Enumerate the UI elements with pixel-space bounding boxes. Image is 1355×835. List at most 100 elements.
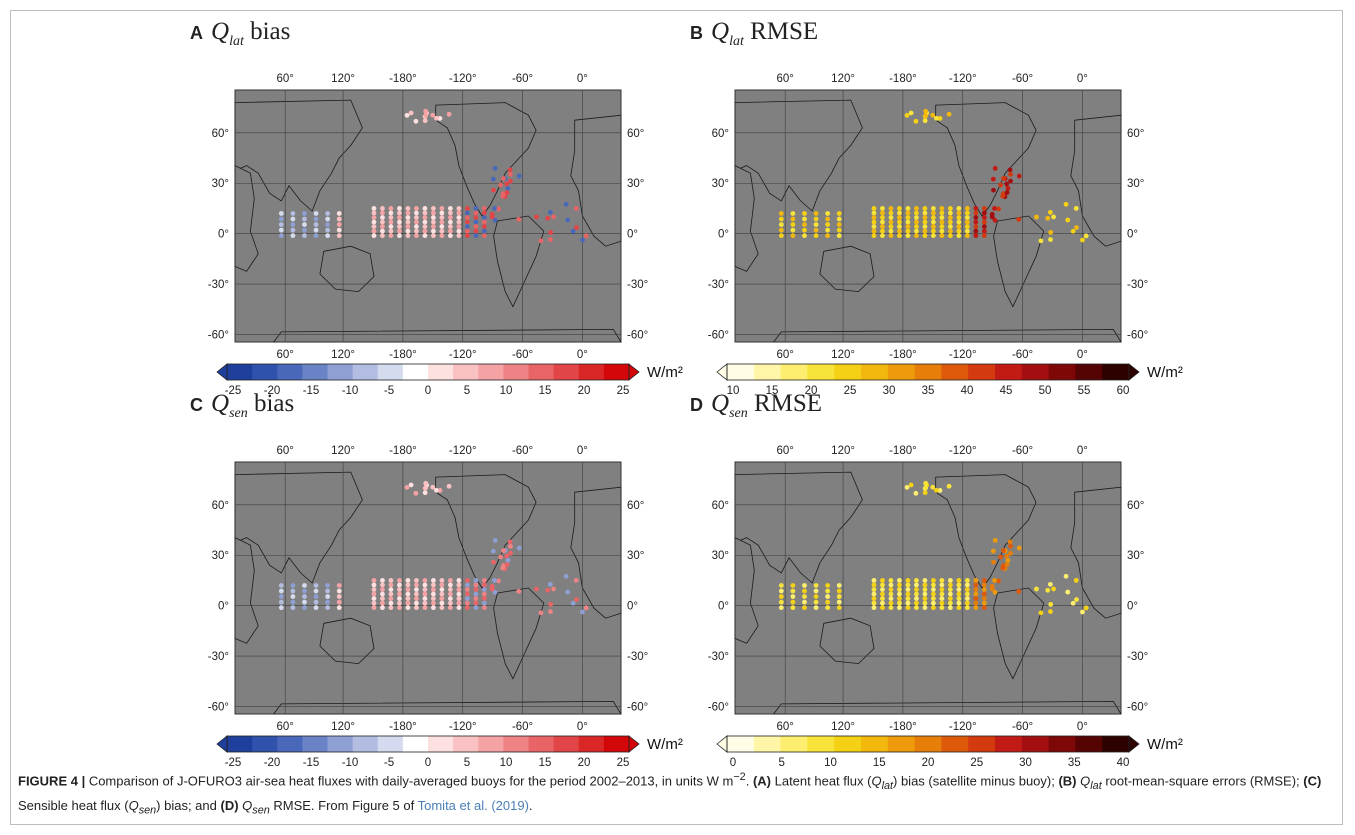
lon-tick-bottom: 60°	[276, 349, 293, 361]
buoy-marker	[871, 591, 877, 597]
buoy-marker	[516, 216, 522, 222]
buoy-marker	[302, 588, 307, 594]
lat-tick-left: 0°	[718, 229, 729, 241]
buoy-marker	[1074, 225, 1079, 231]
buoy-marker	[551, 214, 556, 220]
coastline-5	[1070, 114, 1122, 247]
buoy-marker	[473, 210, 479, 216]
colorbar-segment	[780, 736, 808, 752]
buoy-marker	[388, 582, 394, 588]
colorbar-tick: 25	[617, 385, 630, 397]
buoy-marker	[981, 578, 987, 583]
colorbar-segment	[968, 364, 996, 380]
colorbar-unit: W/m²	[1147, 736, 1183, 753]
buoy-marker	[447, 600, 453, 606]
buoy-marker	[939, 210, 945, 216]
lon-tick-bottom: 0°	[1077, 349, 1088, 361]
buoy-marker	[290, 216, 296, 222]
buoy-marker	[490, 548, 496, 554]
caption-label: FIGURE 4 |	[18, 773, 86, 789]
lon-tick-top: 60°	[776, 445, 793, 457]
buoy-marker	[973, 228, 979, 234]
buoy-marker	[504, 181, 510, 187]
buoy-marker	[1008, 171, 1013, 177]
buoy-marker	[1080, 609, 1085, 615]
buoy-marker	[802, 227, 807, 233]
buoy-marker	[836, 594, 842, 599]
buoy-marker	[447, 224, 453, 229]
buoy-marker	[914, 224, 919, 229]
buoy-marker	[939, 582, 945, 588]
buoy-marker	[290, 594, 296, 599]
buoy-marker	[914, 591, 919, 597]
buoy-marker	[931, 233, 936, 239]
colorbar-tick: 10	[727, 385, 740, 397]
buoy-marker	[388, 228, 394, 234]
colorbar-segment	[1048, 736, 1076, 752]
reference-link[interactable]: Tomita et al. (2019)	[417, 797, 529, 813]
buoy-marker	[964, 215, 970, 220]
coastline-1	[734, 164, 759, 272]
colorbar-tick: -15	[303, 385, 320, 397]
buoy-marker	[825, 588, 831, 594]
buoy-marker	[946, 483, 952, 489]
lon-tick-top: -120°	[449, 73, 477, 85]
buoy-marker	[325, 211, 331, 216]
buoy-marker	[922, 591, 928, 597]
buoy-marker	[888, 600, 894, 606]
buoy-marker	[947, 591, 953, 597]
buoy-marker	[439, 210, 445, 216]
buoy-marker	[388, 587, 394, 592]
buoy-marker	[905, 233, 911, 239]
colorbar-segment	[252, 364, 278, 380]
buoy-marker	[1070, 228, 1076, 234]
map-svg: 60° 60° 120° 120° -180° -180° -120° -120° -60° -6…	[208, 445, 683, 769]
buoy-marker	[956, 600, 962, 606]
buoy-marker	[1038, 610, 1044, 616]
buoy-marker	[278, 583, 284, 588]
buoy-marker	[405, 215, 411, 220]
buoy-marker	[897, 600, 902, 606]
colorbar-tick: 55	[1078, 385, 1091, 397]
buoy-marker	[431, 206, 436, 211]
panel-title: D Qsen RMSE	[690, 390, 822, 430]
buoy-marker	[1005, 185, 1011, 191]
colorbar-tick: 20	[922, 757, 935, 769]
buoy-marker	[405, 600, 411, 606]
buoy-marker	[888, 582, 894, 588]
colorbar-segment	[861, 364, 889, 380]
colorbar-tick: 20	[578, 757, 591, 769]
buoy-marker	[904, 112, 910, 118]
buoy-marker	[570, 228, 576, 234]
buoy-marker	[1016, 216, 1022, 222]
lat-tick-right: -30°	[627, 651, 648, 663]
buoy-marker	[871, 582, 877, 588]
buoy-marker	[996, 206, 1001, 212]
buoy-marker	[481, 219, 487, 225]
buoy-marker	[922, 215, 928, 220]
buoy-marker	[888, 210, 894, 216]
buoy-marker	[447, 587, 453, 592]
coastline-1	[734, 536, 759, 644]
buoy-marker	[302, 233, 307, 239]
buoy-marker	[937, 487, 943, 493]
buoy-marker	[905, 596, 911, 601]
buoy-marker	[302, 599, 307, 605]
buoy-marker	[813, 583, 819, 588]
buoy-marker	[380, 605, 385, 611]
buoy-marker	[336, 599, 342, 605]
buoy-marker	[813, 233, 819, 239]
buoy-marker	[388, 600, 394, 606]
colorbar-tick: 25	[617, 757, 630, 769]
buoy-marker	[563, 573, 569, 579]
buoy-marker	[1083, 605, 1089, 611]
buoy-marker	[1047, 209, 1053, 215]
buoy-marker	[313, 211, 319, 216]
buoy-marker	[423, 485, 429, 491]
buoy-marker	[914, 596, 919, 601]
buoy-marker	[439, 605, 445, 611]
buoy-marker	[583, 605, 589, 611]
coastline-5	[1070, 486, 1122, 619]
buoy-marker	[778, 594, 784, 599]
lon-tick-top: 120°	[331, 445, 355, 457]
